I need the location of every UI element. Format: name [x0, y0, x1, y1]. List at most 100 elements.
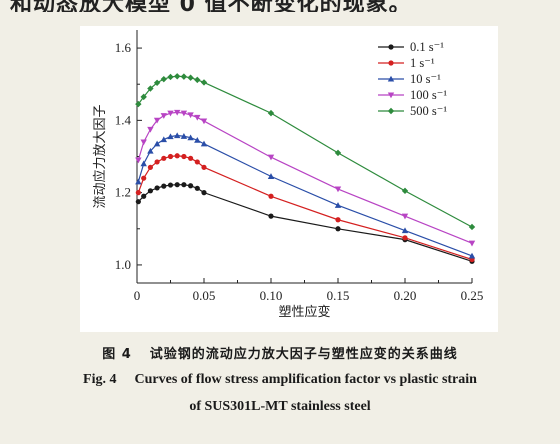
data-point [140, 139, 147, 146]
data-point [401, 227, 409, 234]
plot-panel [80, 26, 498, 332]
legend-swatch-marker [387, 107, 395, 115]
data-point [153, 140, 161, 147]
series-line [137, 134, 473, 257]
data-point [160, 113, 167, 119]
data-point [201, 190, 207, 196]
data-point [141, 193, 147, 199]
series-2 [135, 132, 476, 259]
series-line [137, 155, 473, 261]
data-point [147, 85, 154, 92]
legend-swatch-marker [387, 92, 395, 99]
caption-en-text-2: of SUS301L-MT stainless steel [189, 399, 371, 414]
data-point [147, 164, 153, 170]
data-point [174, 73, 181, 80]
y-tick-label: 1.4 [115, 112, 132, 127]
data-point [267, 173, 275, 179]
legend-item-2: 10 s⁻¹ [378, 72, 441, 86]
data-point [401, 213, 409, 220]
data-point [200, 140, 208, 147]
data-point [174, 132, 181, 139]
legend-label: 10 s⁻¹ [410, 72, 441, 86]
data-point [140, 160, 147, 167]
data-point [334, 149, 342, 157]
data-point [174, 153, 180, 159]
data-point [135, 157, 142, 164]
data-point [468, 223, 476, 231]
legend-label: 100 s⁻¹ [410, 88, 447, 102]
data-point [167, 73, 174, 81]
data-point [153, 117, 161, 124]
legend-swatch-marker [387, 75, 395, 82]
data-point [147, 147, 154, 154]
data-point [334, 202, 342, 208]
data-point [267, 154, 275, 161]
data-point [188, 155, 194, 161]
data-point [140, 93, 147, 101]
legend-label: 500 s⁻¹ [410, 104, 447, 118]
data-point [335, 217, 341, 223]
legend-swatch-marker [388, 44, 394, 50]
data-point [200, 79, 208, 86]
x-tick-label: 0.10 [260, 288, 283, 303]
data-point [135, 190, 141, 196]
preceding-text-fragment: 和动态放大模型 0 值不断变化的现象。 [10, 0, 550, 12]
figure-caption-english-line1: Fig. 4 Curves of flow stress amplificatio… [0, 372, 560, 388]
caption-cn-text: 试验钢的流动应力放大因子与塑性应变的关系曲线 [149, 347, 458, 362]
data-point [174, 109, 181, 116]
caption-en-text-1: Curves of flow stress amplification fact… [134, 372, 477, 387]
y-tick-label: 1.0 [115, 257, 131, 272]
legend-item-0: 0.1 s⁻¹ [378, 40, 444, 54]
x-tick-label: 0.25 [461, 288, 484, 303]
series-3 [135, 109, 476, 247]
data-point [194, 185, 200, 191]
data-point [468, 252, 476, 259]
data-point [181, 182, 187, 188]
data-point [161, 155, 167, 161]
legend-item-3: 100 s⁻¹ [378, 88, 447, 102]
data-point [161, 183, 167, 189]
data-point [335, 226, 341, 232]
data-point [180, 110, 188, 117]
series-0 [135, 182, 475, 264]
y-axis-label: 流动应力放大因子 [92, 104, 108, 208]
x-tick-label: 0 [134, 288, 141, 303]
data-point [188, 183, 194, 189]
data-point [468, 240, 476, 247]
legend-item-4: 500 s⁻¹ [378, 104, 447, 118]
caption-cn-label: 图 4 [102, 347, 132, 362]
data-point [135, 100, 142, 108]
y-tick-label: 1.2 [115, 185, 131, 200]
data-point [153, 79, 161, 86]
data-point [147, 126, 154, 133]
legend-label: 0.1 s⁻¹ [410, 40, 444, 54]
data-point [167, 153, 174, 160]
series-line [137, 111, 473, 244]
data-point [160, 136, 167, 143]
x-tick-label: 0.05 [193, 288, 216, 303]
data-point [187, 134, 194, 141]
data-point [334, 186, 342, 193]
legend: 0.1 s⁻¹ 1 s⁻¹ 10 s⁻¹ 100 s⁻¹ 500 s⁻¹ [378, 40, 447, 118]
data-point [135, 178, 142, 185]
data-point [187, 74, 194, 81]
data-point [167, 182, 174, 188]
data-point [167, 110, 174, 117]
data-point [268, 213, 274, 219]
x-tick-label: 0.15 [327, 288, 350, 303]
data-point [200, 118, 208, 125]
data-point [194, 76, 201, 84]
data-point [194, 159, 200, 165]
legend-label: 1 s⁻¹ [410, 56, 435, 70]
legend-swatch-marker [388, 60, 394, 66]
caption-en-label: Fig. 4 [83, 372, 117, 387]
data-point [194, 137, 201, 143]
flow-stress-chart: 0 0.05 0.10 0.15 0.20 0.25 1.0 1.2 1.4 1.6 塑性应变 流动应… [92, 30, 484, 320]
data-point [154, 185, 160, 191]
data-point [187, 112, 194, 119]
figure-caption-english-line2: of SUS301L-MT stainless steel [0, 399, 560, 415]
data-point [401, 187, 409, 195]
series-layer [135, 73, 476, 264]
data-point [174, 182, 180, 188]
series-1 [135, 153, 475, 263]
